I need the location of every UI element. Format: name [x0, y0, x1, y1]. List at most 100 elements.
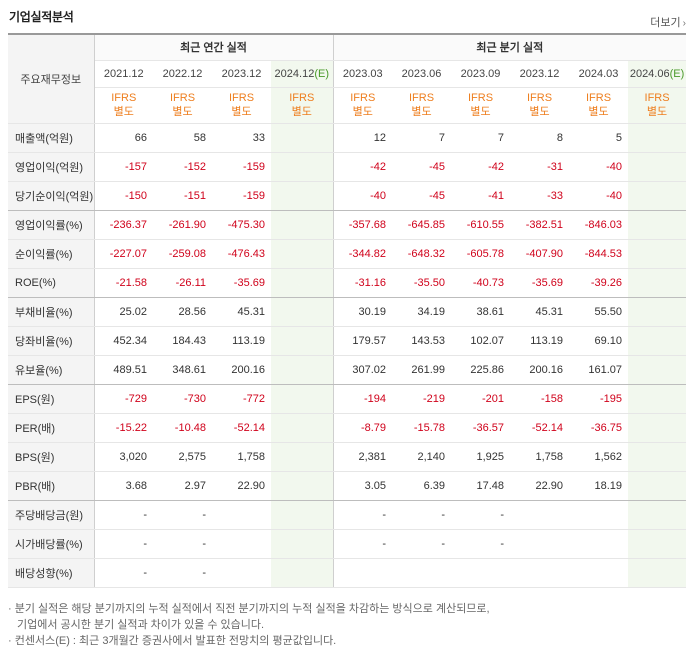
table-cell: -645.85 [392, 210, 452, 240]
table-cell [510, 500, 570, 530]
ifrs-basis: 별도 [291, 106, 312, 118]
table-cell: -26.11 [153, 268, 212, 298]
estimate-marker: (E) [314, 67, 329, 80]
ifrs-basis: 별도 [411, 106, 432, 118]
section-title: 기업실적분석 [9, 10, 74, 24]
table-cell: 45.31 [510, 297, 570, 327]
table-cell: -730 [153, 384, 212, 414]
table-cell [271, 384, 334, 414]
ifrs-header: IFRS 별도 [451, 87, 511, 124]
table-cell: - [333, 500, 393, 530]
table-cell: 3.05 [333, 471, 393, 501]
table-cell: -261.90 [153, 210, 212, 240]
period-header: 2023.03 [333, 60, 393, 88]
table-cell [628, 471, 687, 501]
table-cell: 69.10 [569, 326, 629, 356]
table-cell: -219 [392, 384, 452, 414]
table-row: 매출액(억원) 66 58 33 12 7 7 8 5 [8, 123, 687, 153]
table-cell: 2,575 [153, 442, 212, 472]
table-cell: -36.57 [451, 413, 511, 443]
table-row: ROE(%) -21.58 -26.11 -35.69 -31.16 -35.50 -40.… [8, 268, 687, 298]
table-row: 당기순이익(억원) -150 -151 -159 -40 -45 -41 -33 -40 [8, 181, 687, 211]
table-cell [271, 500, 334, 530]
table-cell: 179.57 [333, 326, 393, 356]
table-row: 영업이익률(%) -236.37 -261.90 -475.30 -357.68 -645… [8, 210, 687, 240]
table-cell [628, 210, 687, 240]
ifrs-basis: 별도 [529, 106, 550, 118]
table-cell: -31.16 [333, 268, 393, 298]
table-cell: -39.26 [569, 268, 629, 298]
period-label: 2021.12 [103, 67, 144, 80]
table-cell: - [153, 529, 212, 559]
table-cell: -41 [451, 181, 511, 211]
period-header: 2023.12 [212, 60, 271, 88]
row-label: EPS(원) [8, 384, 95, 414]
period-header: 2024.03 [569, 60, 629, 88]
table-cell [271, 529, 334, 559]
table-cell [628, 123, 687, 153]
ifrs-header: IFRS 별도 [510, 87, 570, 124]
ifrs-label: IFRS [350, 92, 376, 104]
period-label: 2024.03 [578, 67, 619, 80]
table-cell: -21.58 [94, 268, 153, 298]
table-cell: 200.16 [212, 355, 271, 385]
table-cell: -259.08 [153, 239, 212, 269]
table-cell: 33 [212, 123, 271, 153]
more-label: 더보기 [650, 17, 681, 29]
table-cell [271, 413, 334, 443]
table-cell: 102.07 [451, 326, 511, 356]
table-cell: 184.43 [153, 326, 212, 356]
table-cell: 489.51 [94, 355, 153, 385]
table-row: 유보율(%) 489.51 348.61 200.16 307.02 261.99 225.… [8, 355, 687, 385]
more-link[interactable]: 더보기 › [650, 14, 686, 30]
table-cell: -42 [451, 152, 511, 182]
table-cell [628, 181, 687, 211]
table-cell: -40 [333, 181, 393, 211]
table-cell: - [153, 500, 212, 530]
table-cell [271, 326, 334, 356]
group-quarter: 최근 분기 실적 [333, 33, 687, 61]
table-cell: -194 [333, 384, 393, 414]
row-label: 당좌비율(%) [8, 326, 95, 356]
table-row: PBR(배) 3.68 2.97 22.90 3.05 6.39 17.48 22.90 18.… [8, 471, 687, 501]
row-label: 당기순이익(억원) [8, 181, 95, 211]
table-cell: - [392, 500, 452, 530]
table-cell: -476.43 [212, 239, 271, 269]
table-cell: 1,562 [569, 442, 629, 472]
table-row: PER(배) -15.22 -10.48 -52.14 -8.79 -15.78 -36.5… [8, 413, 687, 443]
table-cell: 45.31 [212, 297, 271, 327]
period-header: 2023.12 [510, 60, 570, 88]
table-cell [569, 500, 629, 530]
estimate-marker: (E) [669, 67, 685, 80]
table-cell [271, 210, 334, 240]
table-cell: 58 [153, 123, 212, 153]
table-cell: 113.19 [510, 326, 570, 356]
footnote-1: · 분기 실적은 해당 분기까지의 누적 실적에서 직전 분기까지의 누적 실적… [8, 603, 490, 615]
table-cell [392, 558, 452, 588]
table-cell: -35.69 [510, 268, 570, 298]
period-header: 2024.06(E) [628, 60, 687, 88]
row-header: 주요재무정보 [8, 33, 95, 124]
row-label: 시가배당률(%) [8, 529, 95, 559]
table-cell [271, 152, 334, 182]
period-label: 2023.03 [342, 67, 383, 80]
table-cell: - [94, 558, 153, 588]
table-cell: 55.50 [569, 297, 629, 327]
row-label: PER(배) [8, 413, 95, 443]
table-cell: 18.19 [569, 471, 629, 501]
ifrs-label: IFRS [527, 92, 553, 104]
table-cell: -729 [94, 384, 153, 414]
period-header: 2021.12 [94, 60, 153, 88]
table-cell: 1,758 [212, 442, 271, 472]
row-label: 유보율(%) [8, 355, 95, 385]
table-cell: 6.39 [392, 471, 452, 501]
table-cell: 2.97 [153, 471, 212, 501]
table-cell [510, 529, 570, 559]
period-label: 2024.12 [274, 67, 315, 80]
table-cell: -35.69 [212, 268, 271, 298]
table-cell: -158 [510, 384, 570, 414]
table-cell: -52.14 [212, 413, 271, 443]
table-cell: -40 [569, 181, 629, 211]
period-header: 2024.12(E) [271, 60, 334, 88]
table-cell: - [451, 500, 511, 530]
